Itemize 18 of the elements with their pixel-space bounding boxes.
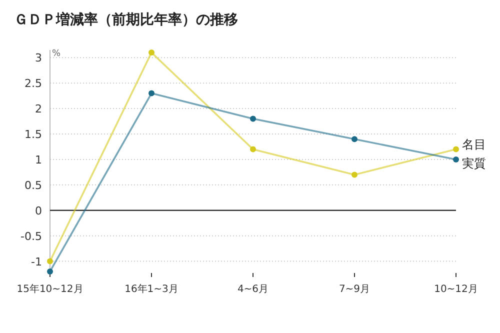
- xtick: 16年1~3月: [124, 284, 178, 295]
- xtick: 7~9月: [338, 284, 370, 295]
- ytick: 0.5: [24, 178, 42, 192]
- ytick: 2: [35, 102, 42, 116]
- ytick: -1: [31, 255, 42, 268]
- ytick: 2.5: [24, 77, 42, 90]
- xtick: 10~12月: [434, 284, 478, 295]
- ytick: 1.5: [24, 128, 42, 141]
- ytick: 1: [35, 153, 42, 166]
- xtick: 15年10~12月: [16, 284, 84, 295]
- ytick: -0.5: [20, 230, 42, 243]
- series-label: 名目: [462, 137, 486, 152]
- ylabel: %: [52, 49, 61, 59]
- title: ＧＤＰ増減率（前期比年率）の推移: [14, 12, 238, 28]
- ytick: 3: [35, 52, 42, 65]
- xtick: 4~6月: [237, 284, 269, 295]
- ytick: 0: [35, 204, 42, 218]
- series-label: 実質: [462, 156, 486, 170]
